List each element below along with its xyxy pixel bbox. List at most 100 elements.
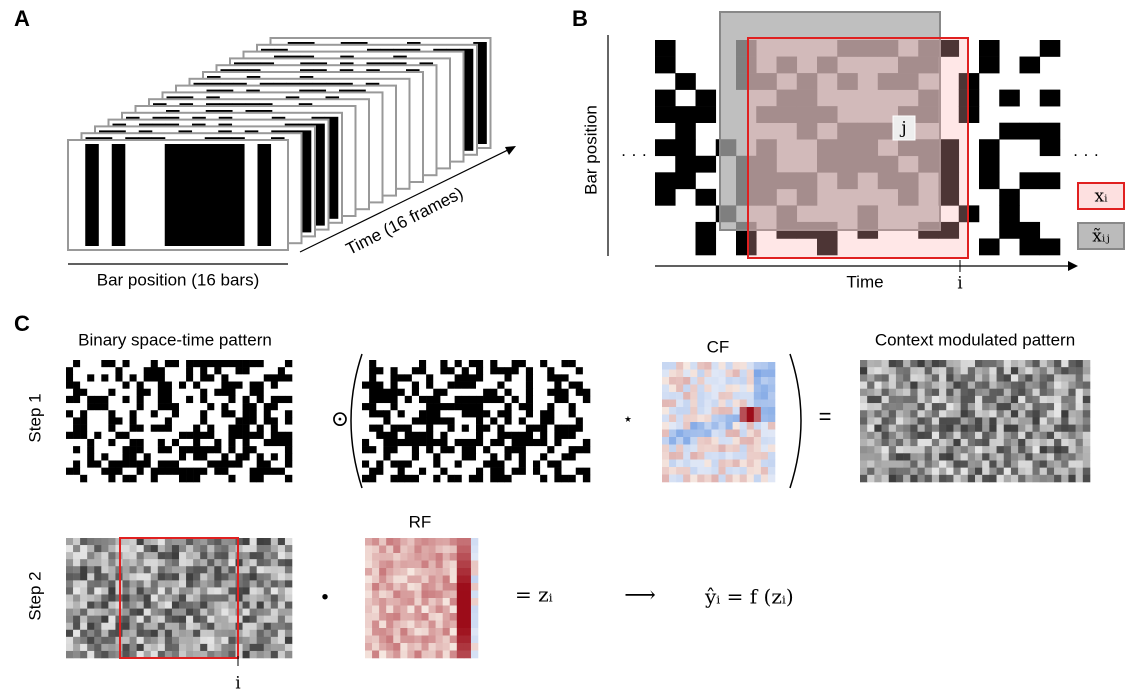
pixel bbox=[449, 583, 458, 591]
pixel bbox=[683, 459, 691, 468]
pixel bbox=[690, 459, 698, 468]
pixel bbox=[442, 545, 451, 554]
pixel bbox=[525, 424, 534, 433]
pixel bbox=[270, 643, 279, 652]
pixel bbox=[910, 453, 918, 461]
pixel bbox=[440, 460, 448, 468]
pixel bbox=[365, 613, 373, 621]
pixel bbox=[504, 388, 512, 397]
pixel bbox=[73, 643, 81, 652]
pixel bbox=[108, 438, 116, 447]
pixel bbox=[435, 553, 443, 561]
pixel bbox=[369, 395, 377, 404]
pixel bbox=[426, 374, 434, 382]
pixel bbox=[80, 545, 88, 553]
pixel bbox=[960, 381, 969, 390]
pixel bbox=[379, 575, 387, 584]
pixel bbox=[931, 410, 940, 418]
pixel bbox=[136, 438, 144, 447]
pixel bbox=[193, 615, 201, 624]
pixel bbox=[739, 474, 748, 483]
pixel bbox=[66, 594, 74, 602]
pixel bbox=[1061, 381, 1069, 390]
pixel bbox=[362, 424, 370, 433]
pixel bbox=[372, 553, 380, 561]
pixel bbox=[143, 573, 152, 581]
pixel bbox=[94, 395, 102, 404]
pixel bbox=[953, 374, 961, 382]
pixel bbox=[753, 384, 762, 393]
pixel bbox=[669, 452, 677, 460]
pixel bbox=[157, 559, 166, 567]
pixel bbox=[525, 453, 534, 461]
pixel bbox=[362, 403, 370, 411]
pixel bbox=[221, 403, 229, 411]
pixel bbox=[369, 453, 377, 461]
pixel bbox=[150, 403, 159, 411]
pixel bbox=[910, 446, 918, 454]
pixel bbox=[1068, 388, 1076, 397]
pixel bbox=[463, 613, 472, 621]
pixel bbox=[718, 392, 726, 400]
pixel bbox=[263, 608, 272, 616]
pixel bbox=[122, 538, 130, 546]
pixel bbox=[533, 438, 541, 447]
pixel bbox=[193, 395, 201, 404]
pixel bbox=[157, 601, 166, 609]
pixel bbox=[157, 446, 166, 454]
pixel bbox=[404, 446, 413, 454]
pixel bbox=[1046, 367, 1055, 375]
pixel bbox=[456, 650, 465, 659]
pixel bbox=[372, 613, 380, 621]
pixel bbox=[164, 381, 173, 390]
pixel bbox=[235, 566, 243, 574]
pixel bbox=[1075, 403, 1084, 411]
pixel bbox=[143, 538, 152, 546]
pixel bbox=[150, 474, 159, 483]
pixel bbox=[435, 620, 443, 629]
pixel bbox=[284, 460, 293, 468]
pixel bbox=[171, 381, 180, 390]
pixel bbox=[461, 381, 470, 390]
pixel bbox=[582, 453, 591, 461]
pixel bbox=[136, 552, 144, 560]
pixel bbox=[504, 360, 512, 368]
pixel bbox=[157, 417, 166, 425]
pixel bbox=[80, 587, 88, 595]
pixel bbox=[454, 367, 463, 375]
pixel bbox=[470, 598, 479, 606]
pixel bbox=[718, 429, 726, 438]
pixel bbox=[171, 636, 180, 645]
pixel bbox=[122, 601, 130, 609]
pixel bbox=[490, 388, 498, 397]
pixel bbox=[108, 381, 116, 390]
pixel bbox=[256, 424, 265, 433]
pixel bbox=[369, 388, 377, 397]
pixel bbox=[66, 453, 74, 461]
pixel bbox=[732, 399, 740, 408]
pixel bbox=[433, 431, 441, 440]
pixel bbox=[939, 403, 947, 411]
pixel bbox=[924, 467, 933, 476]
pixel bbox=[440, 360, 448, 368]
pixel bbox=[428, 553, 436, 561]
pixel bbox=[711, 414, 719, 423]
pixel bbox=[468, 424, 477, 433]
pixel bbox=[1018, 417, 1026, 425]
pixel bbox=[122, 559, 130, 567]
pixel bbox=[101, 367, 109, 375]
pixel bbox=[1018, 395, 1026, 404]
pixel bbox=[1019, 238, 1041, 256]
pixel bbox=[753, 429, 762, 438]
title: RF bbox=[409, 512, 432, 531]
pixel bbox=[369, 446, 377, 454]
pixel bbox=[221, 467, 229, 476]
pixel bbox=[369, 417, 377, 425]
pixel bbox=[454, 474, 463, 483]
pixel bbox=[449, 598, 458, 606]
pixel bbox=[101, 417, 109, 425]
pixel bbox=[456, 628, 465, 636]
pixel bbox=[518, 438, 527, 447]
pixel bbox=[561, 467, 569, 476]
pixel bbox=[917, 410, 925, 418]
